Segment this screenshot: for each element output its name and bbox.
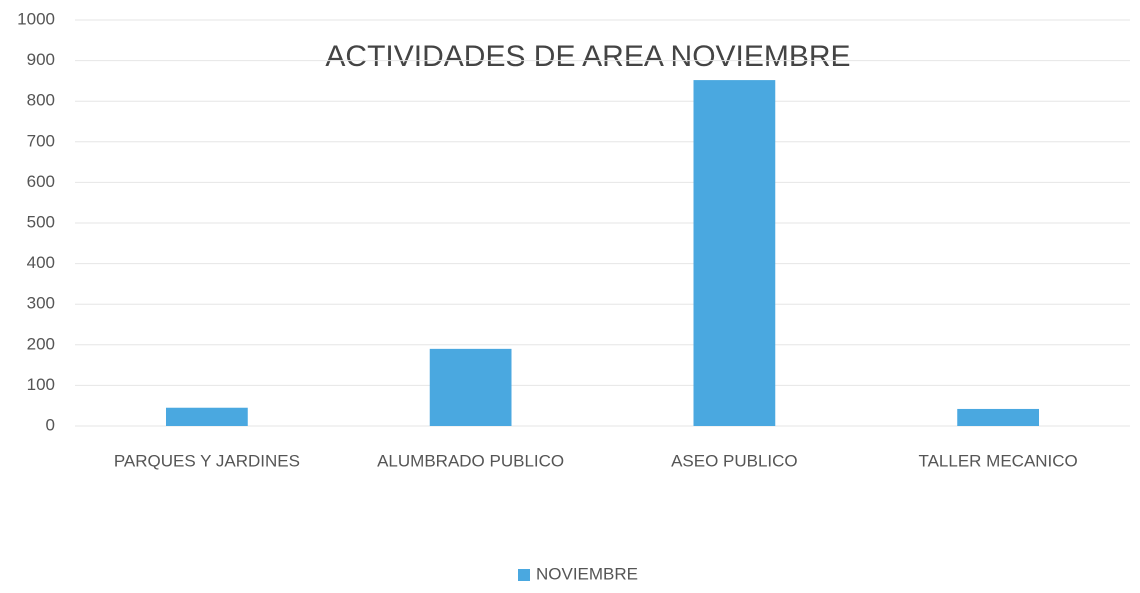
y-tick-label: 900: [27, 50, 55, 69]
y-tick-label: 0: [46, 415, 55, 434]
x-tick-label: ASEO PUBLICO: [671, 451, 798, 470]
bar: [693, 80, 776, 426]
y-tick-label: 300: [27, 294, 55, 313]
y-tick-label: 600: [27, 172, 55, 191]
y-tick-label: 100: [27, 375, 55, 394]
bar: [429, 348, 512, 426]
y-tick-label: 400: [27, 253, 55, 272]
bar: [165, 407, 248, 426]
legend-swatch: [518, 569, 530, 581]
y-tick-label: 200: [27, 334, 55, 353]
y-tick-label: 800: [27, 91, 55, 110]
y-tick-label: 1000: [17, 9, 55, 28]
y-tick-label: 700: [27, 131, 55, 150]
y-tick-label: 500: [27, 212, 55, 231]
x-tick-label: ALUMBRADO PUBLICO: [377, 451, 564, 470]
x-tick-label: PARQUES Y JARDINES: [114, 451, 300, 470]
bar: [957, 408, 1040, 426]
chart-title: ACTIVIDADES DE AREA NOVIEMBRE: [325, 40, 850, 73]
legend-label: NOVIEMBRE: [536, 564, 638, 583]
x-tick-label: TALLER MECANICO: [918, 451, 1077, 470]
